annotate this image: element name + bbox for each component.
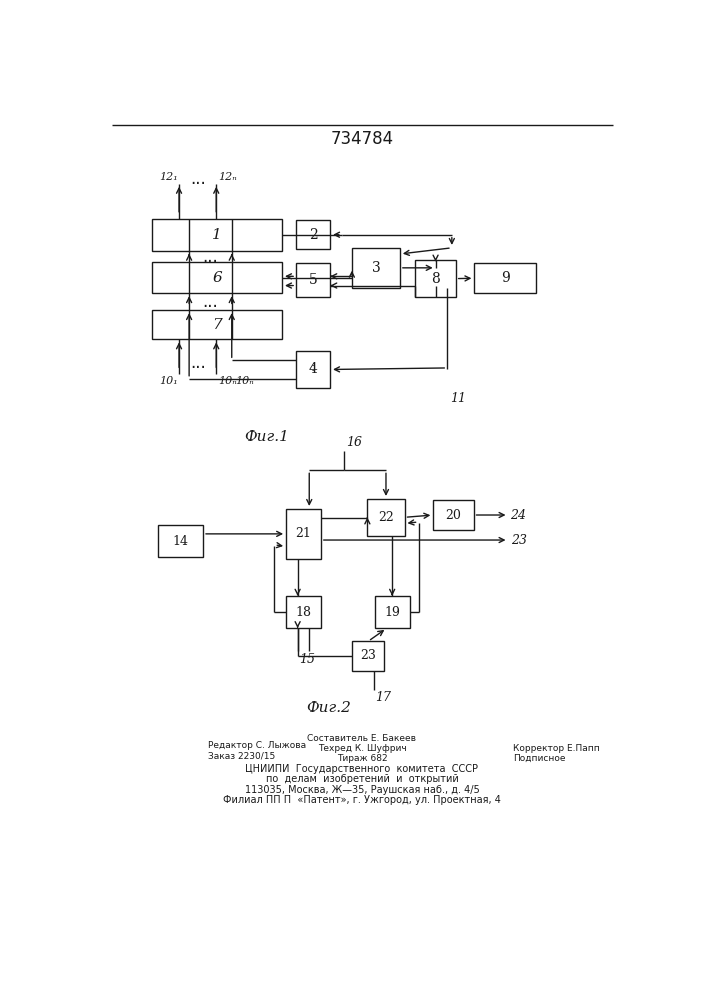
Text: ЦНИИПИ  Государственного  комитета  СССР: ЦНИИПИ Государственного комитета СССР <box>245 764 479 774</box>
Bar <box>368 499 404 536</box>
Text: Тираж 682: Тираж 682 <box>337 754 387 763</box>
Text: 8: 8 <box>431 272 440 286</box>
Text: 24: 24 <box>510 509 526 522</box>
Text: Заказ 2230/15: Заказ 2230/15 <box>209 751 276 760</box>
Text: 22: 22 <box>378 511 394 524</box>
Text: 2: 2 <box>309 228 317 242</box>
Text: ...: ... <box>189 354 206 372</box>
Text: Фиг.2: Фиг.2 <box>306 701 351 715</box>
Text: 4: 4 <box>309 362 317 376</box>
Text: 12₁: 12₁ <box>159 172 177 182</box>
Text: 19: 19 <box>385 606 400 619</box>
Text: 1: 1 <box>212 228 222 242</box>
Bar <box>152 219 282 251</box>
Text: 5: 5 <box>309 273 317 287</box>
Text: по  делам  изобретений  и  открытий: по делам изобретений и открытий <box>266 774 458 784</box>
Text: ...: ... <box>203 293 218 311</box>
Text: 14: 14 <box>173 535 189 548</box>
Text: 734784: 734784 <box>330 130 394 148</box>
Text: ...: ... <box>189 170 206 188</box>
Bar <box>152 262 282 293</box>
Text: 10ₙ: 10ₙ <box>218 376 237 386</box>
Text: 23: 23 <box>360 649 376 662</box>
Bar <box>352 248 400 288</box>
Text: :: : <box>311 361 315 374</box>
Bar <box>286 596 321 628</box>
Bar <box>416 260 456 297</box>
Text: 23: 23 <box>510 534 527 547</box>
Text: Техред К. Шуфрич: Техред К. Шуфрич <box>317 744 407 753</box>
Text: 113035, Москва, Ж—35, Раушская наб., д. 4/5: 113035, Москва, Ж—35, Раушская наб., д. … <box>245 785 479 795</box>
Text: 16: 16 <box>346 436 363 449</box>
Text: Составитель Е. Бакеев: Составитель Е. Бакеев <box>308 734 416 743</box>
Text: ...: ... <box>203 248 218 266</box>
Bar <box>296 220 330 249</box>
Text: 10₁: 10₁ <box>159 376 177 386</box>
Bar <box>296 351 330 388</box>
Text: 7: 7 <box>212 318 222 332</box>
Text: Подписное: Подписное <box>513 754 566 763</box>
Bar <box>286 509 321 559</box>
Bar <box>158 525 203 557</box>
Text: Филиал ПП П  «Патент», г. Ужгород, ул. Проектная, 4: Филиал ПП П «Патент», г. Ужгород, ул. Пр… <box>223 795 501 805</box>
Text: Корректор Е.Папп: Корректор Е.Папп <box>513 744 600 753</box>
Bar <box>152 310 282 339</box>
Text: 15: 15 <box>299 653 315 666</box>
Text: 6: 6 <box>212 271 222 285</box>
Bar <box>433 500 474 530</box>
Text: 20: 20 <box>445 509 462 522</box>
Text: 11: 11 <box>450 392 467 405</box>
Bar <box>474 263 537 293</box>
Text: 18: 18 <box>296 606 312 619</box>
Text: 3: 3 <box>371 261 380 275</box>
Text: 17: 17 <box>375 691 391 704</box>
Bar <box>375 596 410 628</box>
Text: Редактор С. Лыжова: Редактор С. Лыжова <box>209 741 307 750</box>
Bar <box>352 641 385 671</box>
Text: 9: 9 <box>501 271 510 285</box>
Text: 10ₙ: 10ₙ <box>235 376 254 386</box>
Text: 12ₙ: 12ₙ <box>218 172 237 182</box>
Text: Фиг.1: Фиг.1 <box>244 430 289 444</box>
Bar <box>296 263 330 297</box>
Text: 21: 21 <box>296 527 311 540</box>
